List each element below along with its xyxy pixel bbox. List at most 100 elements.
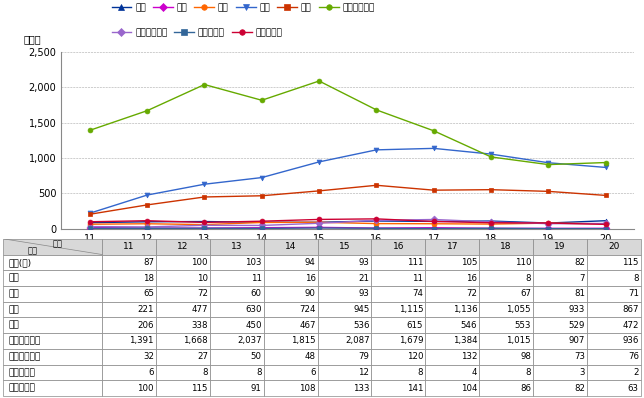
Text: 8: 8 bbox=[256, 368, 261, 377]
Bar bbox=[263, 365, 317, 380]
Bar bbox=[533, 365, 587, 380]
Bar bbox=[317, 255, 372, 270]
Text: 76: 76 bbox=[628, 352, 639, 361]
Text: 615: 615 bbox=[407, 321, 423, 330]
Text: 8: 8 bbox=[633, 273, 639, 283]
Text: 区分: 区分 bbox=[28, 246, 38, 255]
Text: 8: 8 bbox=[526, 368, 531, 377]
Text: 強盗: 強盗 bbox=[8, 273, 19, 283]
Text: 72: 72 bbox=[197, 289, 208, 298]
Bar bbox=[587, 333, 641, 349]
Text: 1,055: 1,055 bbox=[506, 305, 531, 314]
Text: 82: 82 bbox=[574, 384, 585, 393]
Text: 19: 19 bbox=[554, 242, 565, 251]
Text: 1,815: 1,815 bbox=[291, 336, 316, 345]
Text: 529: 529 bbox=[569, 321, 585, 330]
Bar bbox=[3, 333, 102, 349]
Bar bbox=[533, 349, 587, 365]
Bar bbox=[587, 349, 641, 365]
Bar bbox=[317, 286, 372, 302]
Text: 546: 546 bbox=[460, 321, 477, 330]
Legend: 公然わいせつ, 逮捕・監禁, 略取・誘拐: 公然わいせつ, 逮捕・監禁, 略取・誘拐 bbox=[111, 28, 283, 37]
Bar bbox=[533, 270, 587, 286]
Text: 1,384: 1,384 bbox=[453, 336, 477, 345]
Bar bbox=[317, 333, 372, 349]
Bar bbox=[102, 365, 156, 380]
Bar bbox=[210, 270, 263, 286]
Bar bbox=[102, 318, 156, 333]
Bar bbox=[372, 286, 425, 302]
Bar bbox=[210, 349, 263, 365]
Text: 50: 50 bbox=[251, 352, 261, 361]
Text: 132: 132 bbox=[460, 352, 477, 361]
Text: 907: 907 bbox=[569, 336, 585, 345]
Text: 73: 73 bbox=[574, 352, 585, 361]
Text: 18: 18 bbox=[500, 242, 512, 251]
Bar bbox=[156, 255, 210, 270]
Bar bbox=[533, 239, 587, 255]
Text: 724: 724 bbox=[299, 305, 316, 314]
Bar bbox=[102, 380, 156, 396]
Bar bbox=[3, 349, 102, 365]
Text: 630: 630 bbox=[245, 305, 261, 314]
Bar bbox=[479, 380, 533, 396]
Text: 93: 93 bbox=[359, 258, 370, 267]
Text: （件）: （件） bbox=[24, 35, 42, 45]
Bar bbox=[263, 318, 317, 333]
Text: 逮捕・監禁: 逮捕・監禁 bbox=[8, 368, 35, 377]
Bar bbox=[210, 255, 263, 270]
Text: 7: 7 bbox=[580, 273, 585, 283]
Bar bbox=[3, 365, 102, 380]
Bar bbox=[479, 270, 533, 286]
Bar bbox=[587, 239, 641, 255]
Text: 20: 20 bbox=[608, 242, 620, 251]
Text: 13: 13 bbox=[231, 242, 243, 251]
Text: 1,115: 1,115 bbox=[399, 305, 423, 314]
Text: 1,136: 1,136 bbox=[453, 305, 477, 314]
Bar bbox=[263, 286, 317, 302]
Text: 60: 60 bbox=[251, 289, 261, 298]
Text: 82: 82 bbox=[574, 258, 585, 267]
Bar bbox=[102, 333, 156, 349]
Bar bbox=[533, 318, 587, 333]
Bar bbox=[479, 239, 533, 255]
Text: 11: 11 bbox=[251, 273, 261, 283]
Text: 108: 108 bbox=[299, 384, 316, 393]
Text: 21: 21 bbox=[359, 273, 370, 283]
Text: 553: 553 bbox=[515, 321, 531, 330]
Bar bbox=[479, 318, 533, 333]
Text: 450: 450 bbox=[245, 321, 261, 330]
Bar bbox=[210, 333, 263, 349]
Bar bbox=[479, 255, 533, 270]
Text: 79: 79 bbox=[359, 352, 370, 361]
Text: 87: 87 bbox=[143, 258, 154, 267]
Bar bbox=[372, 255, 425, 270]
Text: 16: 16 bbox=[466, 273, 477, 283]
Text: 48: 48 bbox=[305, 352, 316, 361]
Text: 133: 133 bbox=[353, 384, 370, 393]
Text: 93: 93 bbox=[359, 289, 370, 298]
Bar bbox=[425, 270, 479, 286]
Bar bbox=[317, 302, 372, 318]
Text: 強制わいせつ: 強制わいせつ bbox=[8, 336, 41, 345]
Text: 公然わいせつ: 公然わいせつ bbox=[8, 352, 41, 361]
Bar bbox=[533, 255, 587, 270]
Bar bbox=[317, 365, 372, 380]
Text: 90: 90 bbox=[305, 289, 316, 298]
Bar bbox=[263, 302, 317, 318]
Bar bbox=[587, 365, 641, 380]
Text: 27: 27 bbox=[197, 352, 208, 361]
Text: 10: 10 bbox=[197, 273, 208, 283]
Bar bbox=[3, 302, 102, 318]
Text: 14: 14 bbox=[285, 242, 296, 251]
Text: 338: 338 bbox=[191, 321, 208, 330]
Text: 6: 6 bbox=[149, 368, 154, 377]
Bar bbox=[3, 239, 102, 255]
Text: 11: 11 bbox=[123, 242, 135, 251]
Text: 100: 100 bbox=[191, 258, 208, 267]
Text: 206: 206 bbox=[138, 321, 154, 330]
Text: 71: 71 bbox=[628, 289, 639, 298]
Text: 100: 100 bbox=[138, 384, 154, 393]
Text: 1,015: 1,015 bbox=[506, 336, 531, 345]
Bar bbox=[372, 380, 425, 396]
